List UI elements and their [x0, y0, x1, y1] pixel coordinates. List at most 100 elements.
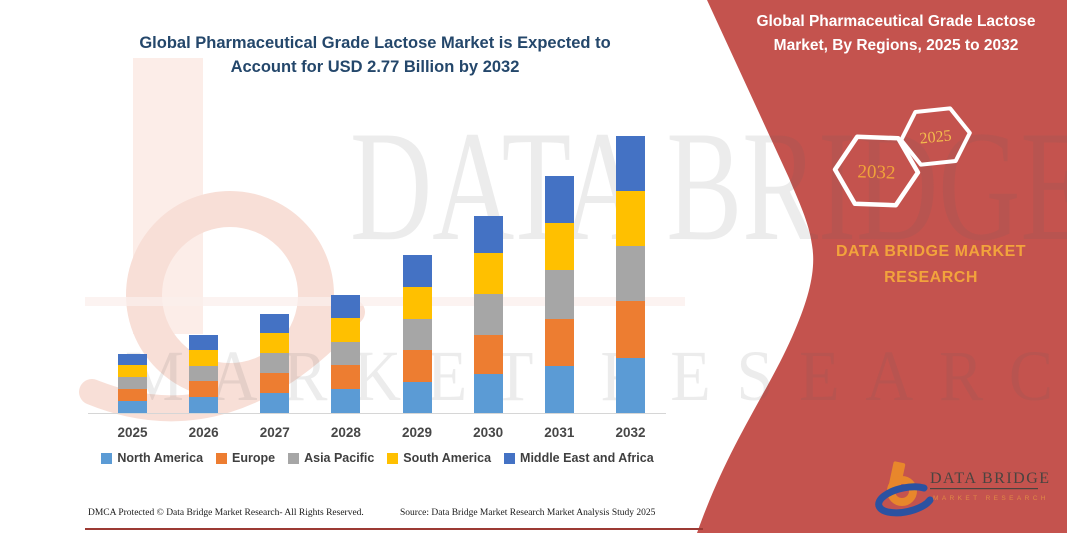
segment-asia-pacific	[615, 246, 645, 301]
logo-subtext: MARKET RESEARCH	[933, 495, 1049, 502]
stacked-bar-2027	[260, 314, 290, 413]
segment-middle-east-and-africa	[544, 176, 574, 223]
x-axis-label-2029: 2029	[402, 425, 433, 440]
footer-dmca-text: DMCA Protected © Data Bridge Market Rese…	[88, 508, 364, 518]
segment-asia-pacific	[189, 366, 219, 381]
segment-north-america	[118, 401, 147, 413]
segment-europe	[473, 335, 503, 374]
legend-marker	[288, 452, 300, 464]
segment-south-america	[189, 350, 219, 366]
segment-south-america	[473, 253, 503, 294]
legend-item-south-america: South America	[387, 451, 491, 465]
footer-rule	[85, 528, 703, 530]
stacked-bar-2028	[331, 295, 361, 413]
hexagon-2032-label: 2032	[857, 161, 896, 183]
chart-legend: North America Europe Asia Pacific South Ame…	[80, 451, 675, 465]
legend-item-europe: Europe	[216, 451, 275, 465]
legend-label: Asia Pacific	[304, 451, 375, 465]
legend-label: Europe	[232, 451, 276, 465]
legend-item-middle-east-and-africa: Middle East and Africa	[504, 451, 654, 465]
segment-north-america	[473, 374, 503, 413]
stacked-bar-2032	[615, 136, 645, 413]
logo-d-swoosh	[875, 483, 934, 517]
segment-europe	[118, 389, 147, 401]
legend-marker	[216, 452, 228, 464]
x-axis-label-2026: 2026	[188, 425, 219, 440]
segment-middle-east-and-africa	[118, 354, 147, 365]
segment-south-america	[260, 333, 290, 353]
segment-middle-east-and-africa	[473, 216, 503, 253]
segment-middle-east-and-africa	[260, 314, 290, 333]
panel-title-line1: Global Pharmaceutical Grade Lactose	[756, 13, 1036, 30]
hexagon-2025: 2025	[899, 106, 972, 167]
legend-label: Middle East and Africa	[520, 451, 654, 465]
watermark-band	[85, 297, 685, 306]
stacked-bar-2025	[118, 354, 147, 413]
legend-label: South America	[403, 451, 492, 465]
x-axis-label-2032: 2032	[615, 425, 646, 440]
segment-south-america	[331, 318, 361, 342]
segment-asia-pacific	[473, 294, 503, 335]
logo-underline	[930, 488, 1038, 490]
hexagon-2025-label: 2025	[919, 127, 953, 147]
segment-europe	[189, 381, 219, 397]
databridge-logo: DATA BRIDGE MARKET RESEARCH	[875, 461, 1051, 517]
segment-south-america	[118, 365, 147, 377]
panel-brand-line1: DATA BRIDGE MARKET	[835, 243, 1027, 260]
segment-north-america	[402, 382, 432, 413]
segment-asia-pacific	[544, 270, 574, 319]
x-axis-label-2031: 2031	[544, 425, 575, 440]
panel-brand-line2: RESEARCH	[884, 268, 978, 286]
segment-asia-pacific	[260, 353, 290, 373]
segment-asia-pacific	[118, 377, 147, 389]
segment-europe	[615, 301, 645, 358]
chart-title-line2: Account for USD 2.77 Billion by 2032	[230, 57, 520, 76]
footer-source-text: Source: Data Bridge Market Research Mark…	[400, 508, 656, 518]
segment-north-america	[189, 397, 219, 413]
segment-north-america	[260, 393, 290, 413]
legend-marker	[387, 452, 399, 464]
segment-north-america	[615, 358, 645, 413]
legend-marker	[504, 452, 516, 464]
segment-south-america	[544, 223, 574, 270]
segment-europe	[331, 365, 361, 389]
x-axis-line	[88, 413, 666, 414]
logo-wordmark: DATA BRIDGE	[930, 470, 1051, 487]
stacked-bar-2026	[189, 335, 219, 413]
panel-title-line2: Market, By Regions, 2025 to 2032	[773, 37, 1019, 55]
stacked-bar-2030	[473, 216, 503, 413]
chart-title-line1: Global Pharmaceutical Grade Lactose Mark…	[139, 34, 611, 52]
segment-north-america	[544, 366, 574, 413]
segment-asia-pacific	[402, 319, 432, 350]
legend-item-north-america: North America	[101, 451, 203, 465]
segment-south-america	[615, 191, 645, 246]
segment-middle-east-and-africa	[189, 335, 219, 350]
panel-title: Global Pharmaceutical Grade Lactose Mark…	[738, 10, 1054, 58]
segment-middle-east-and-africa	[615, 136, 645, 191]
segment-middle-east-and-africa	[331, 295, 361, 318]
segment-europe	[544, 319, 574, 366]
x-axis-label-2025: 2025	[117, 425, 148, 440]
segment-asia-pacific	[331, 342, 361, 365]
segment-middle-east-and-africa	[402, 255, 432, 287]
legend-label: North America	[117, 451, 204, 465]
segment-north-america	[331, 389, 361, 413]
hexagon-2032: 2032	[832, 134, 921, 208]
segment-europe	[260, 373, 290, 393]
segment-south-america	[402, 287, 432, 319]
watermark-b-bowl	[126, 191, 334, 399]
side-panel-shape	[697, 0, 1067, 533]
stacked-bar-2031	[544, 176, 574, 413]
stacked-bar-2029	[402, 255, 432, 413]
chart-title: Global Pharmaceutical Grade Lactose Mark…	[110, 32, 640, 80]
x-axis-label-2027: 2027	[259, 425, 290, 440]
databridge-logo-mark	[875, 461, 934, 517]
x-axis-label-2030: 2030	[473, 425, 504, 440]
x-axis-label-2028: 2028	[330, 425, 361, 440]
segment-europe	[402, 350, 432, 382]
legend-marker	[101, 452, 113, 464]
panel-brand-text: DATA BRIDGE MARKET RESEARCH	[795, 239, 1067, 290]
